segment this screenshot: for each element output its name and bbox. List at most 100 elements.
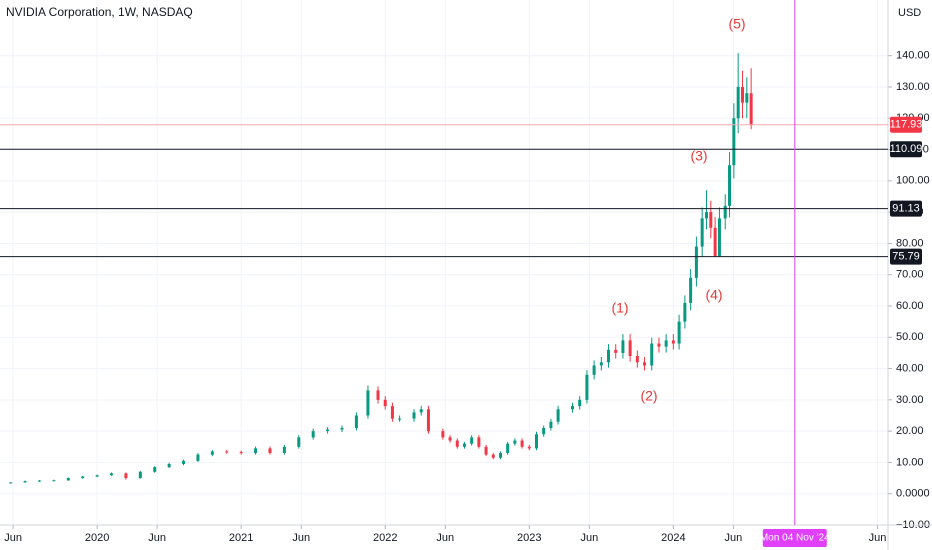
level-label: 75.79 [892,250,920,262]
candle-body [167,463,171,468]
candle-body [124,473,128,479]
candle-body [398,418,402,420]
candle-body [81,476,85,479]
candle-body [23,481,27,483]
candle-body [700,218,704,247]
candle-body [717,218,721,256]
candle-body [366,390,370,416]
x-tick-label: Jun [4,532,22,544]
wave-label: (4) [705,287,722,303]
candle-body [732,118,736,166]
candle-body [340,428,344,430]
candle-body [745,93,749,103]
candle-body [412,412,416,419]
y-tick-label: 30.00 [896,394,924,406]
y-tick-label: 80.00 [896,237,924,249]
y-tick-label: 70.00 [896,269,924,281]
wave-label: (1) [611,300,628,316]
candle-body [354,415,358,429]
x-tick-label: Jun [292,532,310,544]
candle-body [628,340,632,357]
x-tick-label: Jun [580,532,598,544]
candle-body [643,362,647,366]
x-tick-label: 2023 [517,532,541,544]
x-tick-label: 2024 [661,532,685,544]
candle-body [728,165,732,206]
candle-body [311,431,315,438]
candle-body [592,365,596,375]
candle-body [297,437,301,447]
candle-body [455,440,459,447]
candle-body [683,302,687,322]
y-tick-label: 0.0000 [896,488,930,500]
candle-body [376,390,380,400]
candle-body [671,340,675,344]
candle-body [571,406,575,410]
candle-body [66,478,70,481]
candle-body [657,343,661,347]
candle-body [419,409,423,413]
candle-body [441,431,445,438]
chart-title: NVIDIA Corporation, 1W, NASDAQ [6,5,193,19]
crosshair-label: Mon 04 Nov '24 [760,533,830,544]
y-tick-label: 40.00 [896,362,924,374]
wave-label: (3) [690,148,707,164]
candle-body [182,460,186,464]
candle-body [498,453,502,458]
x-tick-label: 2020 [85,532,109,544]
candle-body [527,446,531,449]
crosshair-box [762,529,827,547]
candle-body [268,448,272,454]
wave-label: (2) [640,388,657,404]
candle-body [677,321,681,344]
candle-body [513,440,517,444]
candle-body [709,212,713,228]
x-tick-label: Jun [436,532,454,544]
candle-body [196,454,200,461]
candle-body [585,374,589,400]
currency: USD [898,7,921,19]
candle-body [723,205,727,219]
candle-body [635,356,639,363]
candle-body [713,227,717,256]
candle-body [607,349,611,363]
x-tick-label: 2022 [373,532,397,544]
level-label: 110.09 [890,143,923,155]
candle-body [664,340,668,347]
candle-body [749,93,753,125]
last-price-box [890,116,922,133]
y-tick-label: 100.00 [896,175,930,187]
candle-body [52,480,56,482]
candle-body [491,454,495,458]
marks [9,53,753,484]
candle-body [736,86,740,119]
candle-body [110,473,114,476]
candle-body [390,406,394,419]
candle-body [470,437,474,444]
candle-body [37,480,41,482]
candle-body [426,409,430,432]
candle-body [621,340,625,353]
candle-body [704,212,708,219]
level-label: 91.13 [892,202,920,214]
candle-body [556,409,560,422]
candle-body [484,446,488,455]
candle-body [689,277,693,303]
candle-body [153,467,157,472]
candle-body [95,475,99,477]
level-box [890,200,922,217]
candle-body [9,482,13,484]
y-tick-label: 140.00 [896,50,930,62]
candle-body [225,451,229,453]
candle-body [477,437,481,447]
candle-body [448,437,452,441]
candle-body [740,86,744,103]
candle-body [534,434,538,449]
candle-body [578,399,582,407]
x-tick-label: 2021 [229,532,253,544]
candle-body [138,471,142,479]
candle-body [506,443,510,454]
